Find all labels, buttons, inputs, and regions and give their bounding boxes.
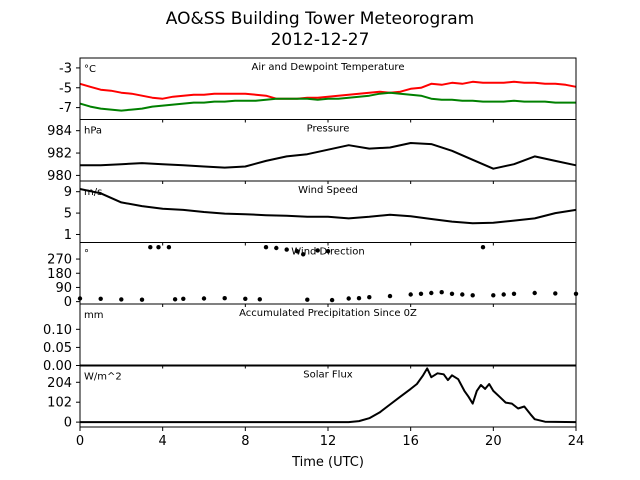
panel-3-point-27 [418, 291, 424, 296]
panel-4-ytick-label-2: 0.00 [43, 359, 72, 374]
panel-3-ytick-label-2: 90 [55, 281, 72, 296]
panel-1-series-0-line [80, 142, 577, 170]
x-tick-label-6: 24 [568, 434, 585, 449]
panel-4: 0.10 0.05 0.00 mm Accumulated Precipitation … [43, 303, 577, 374]
panel-4-ytick-label-1: 0.05 [43, 341, 72, 356]
panel-2: 9 5 1 m/s Wind Speed [64, 180, 577, 246]
panel-3-title: Wind Direction [291, 247, 365, 258]
panel-2-ytick-label-1: 5 [64, 207, 72, 222]
panel-0-ytick-label-0: -3 [59, 61, 72, 76]
panel-3-point-4 [148, 245, 153, 250]
panel-3-point-28 [429, 290, 434, 296]
panel-1: 984 982 980 hPa Pressure [47, 119, 577, 184]
panel-5-ytick-label-1: 102 [47, 396, 72, 411]
panel-3-point-35 [501, 292, 506, 297]
panel-3-point-14 [274, 245, 279, 251]
panel-3-point-16 [294, 249, 300, 254]
panel-5-ytick-label-0: 204 [47, 376, 72, 391]
panel-0-series-1-line [79, 91, 576, 112]
x-tick-label-5: 20 [485, 434, 502, 449]
panel-3-point-24 [367, 295, 372, 300]
panel-3-point-5 [156, 245, 161, 250]
panel-5-unit-label: W/m^2 [84, 372, 122, 383]
x-axis-label: Time (UTC) [291, 455, 364, 470]
x-tick-label-4: 16 [402, 434, 419, 449]
panel-3-ytick-label-1: 180 [47, 267, 72, 282]
panel-3-point-8 [181, 296, 186, 301]
figure-subtitle: 2012-12-27 [271, 30, 370, 50]
panel-3-point-31 [460, 292, 465, 297]
panel-5-ytick-label-2: 0 [64, 416, 72, 431]
panel-0-ytick-label-2: -7 [59, 101, 72, 116]
panel-3-point-3 [139, 297, 145, 302]
panel-3-point-22 [346, 296, 351, 301]
x-tick-label-1: 4 [159, 434, 167, 449]
panel-0-unit-label: °C [84, 64, 96, 75]
panel-2-ytick-label-0: 9 [64, 185, 72, 200]
panel-2-title: Wind Speed [298, 185, 358, 196]
panel-4-title: Accumulated Precipitation Since 0Z [239, 308, 417, 319]
panel-3-point-20 [325, 249, 331, 254]
panel-1-title: Pressure [307, 124, 350, 135]
panel-3-point-36 [511, 291, 517, 296]
panel-3-point-30 [449, 291, 455, 296]
panel-3-ytick-label-0: 270 [47, 253, 72, 268]
panel-4-ytick-label-0: 0.10 [43, 323, 72, 338]
panel-3-point-26 [408, 292, 413, 297]
panel-4-unit-label: mm [84, 310, 103, 321]
panel-1-ytick-label-0: 984 [47, 124, 72, 139]
figure-title: AO&SS Building Tower Meteorogram [166, 9, 474, 29]
panel-3-point-12 [257, 297, 262, 302]
panel-5-title: Solar Flux [303, 370, 353, 381]
panel-3-point-38 [553, 291, 558, 296]
panel-3-point-19 [315, 248, 320, 253]
panel-3-point-7 [172, 297, 178, 302]
panel-3-point-13 [263, 245, 269, 250]
panel-3-point-11 [243, 296, 248, 301]
x-tick-label-3: 12 [320, 434, 337, 449]
panel-3-point-2 [119, 297, 124, 302]
panel-3-point-15 [284, 247, 289, 252]
panel-3-point-1 [98, 296, 103, 301]
x-tick-label-0: 0 [76, 434, 84, 449]
x-tick-label-2: 8 [241, 434, 249, 449]
panel-0-title: Air and Dewpoint Temperature [252, 62, 405, 73]
panel-3-point-17 [301, 252, 306, 257]
panel-3-point-33 [480, 245, 486, 250]
panel-2-ytick-label-2: 1 [64, 228, 72, 243]
panel-3-point-10 [222, 296, 227, 301]
panel-0-series-0-line [79, 80, 577, 100]
panel-3-point-9 [201, 296, 207, 301]
panel-3-point-21 [329, 297, 335, 303]
panel-3-point-34 [491, 293, 496, 298]
panel-2-series-0-line [79, 188, 577, 225]
panel-3-point-23 [356, 296, 362, 301]
panel-3-point-29 [439, 290, 444, 295]
panel-5-series-0-line [80, 367, 577, 424]
panel-0-ytick-label-1: -5 [59, 81, 72, 96]
panel-3-point-37 [532, 290, 537, 296]
panel-3-point-18 [305, 297, 310, 302]
panel-3-point-25 [387, 293, 393, 299]
panel-3-unit-label: ° [84, 249, 89, 260]
panels-group: -3-5-7°C Air and Dewpoint Temperature9849… [43, 57, 585, 449]
panel-2-unit-label: m/s [84, 187, 102, 198]
panel-1-ytick-label-2: 980 [47, 169, 72, 184]
panel-1-unit-label: hPa [84, 126, 102, 137]
panel-3-point-32 [470, 293, 475, 298]
panel-3-point-6 [166, 245, 172, 250]
panel-3-ytick-label-3: 0 [64, 295, 72, 310]
panel-5: 204 102 0 W/m^2 Solar Flux 0 4 8 12 16 20 24 [47, 365, 585, 449]
panel-0: -3 -5 -7 °C Air and Dewpoint Temperature [59, 57, 577, 123]
panel-1-ytick-label-1: 982 [47, 147, 72, 162]
